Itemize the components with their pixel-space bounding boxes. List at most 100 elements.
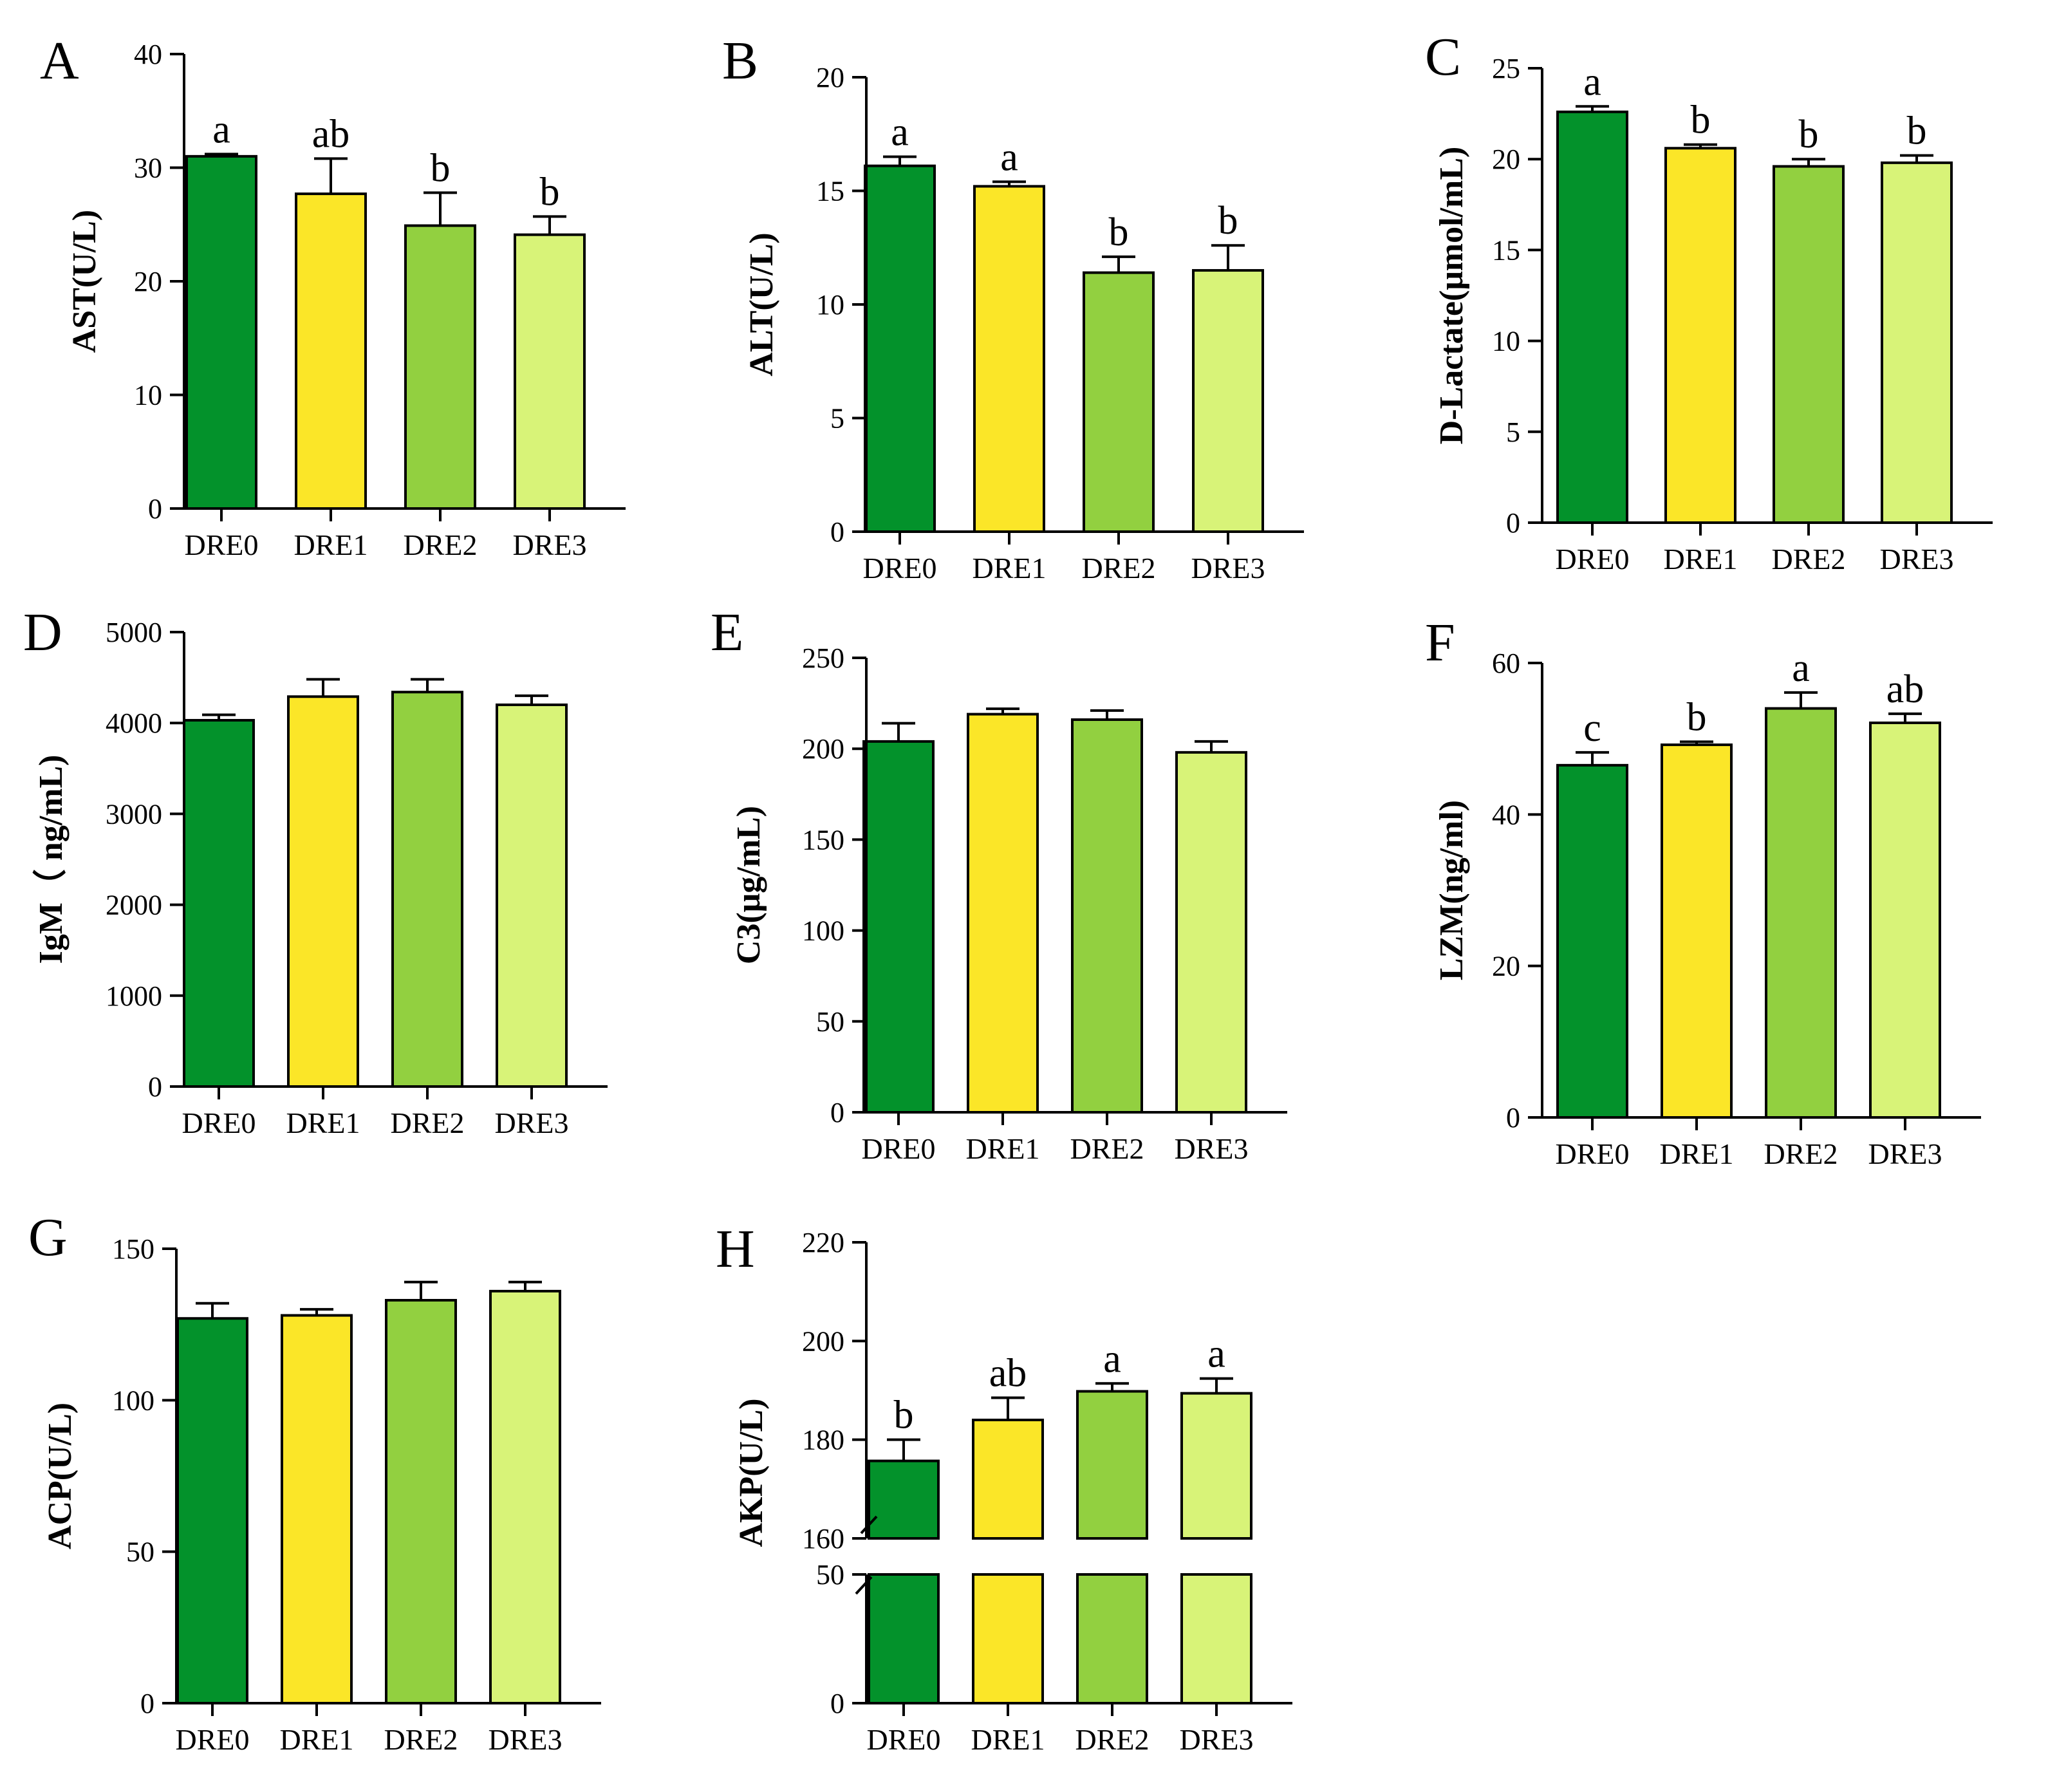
- y-tick-label-E-50: 50: [816, 1006, 844, 1038]
- error-bar-A-DRE1: [314, 157, 348, 194]
- bar-D-DRE3: [496, 703, 568, 1088]
- y-tick-label-A-10: 10: [134, 380, 162, 411]
- bar-C-DRE0: [1556, 110, 1628, 524]
- x-tick-label-A-DRE1: DRE1: [294, 528, 368, 561]
- bar-E-DRE3: [1175, 751, 1247, 1114]
- bar-B-DRE0: [864, 164, 936, 534]
- y-tick-label-A-40: 40: [134, 39, 162, 70]
- bar-C-DRE3: [1881, 161, 1953, 524]
- x-tick-label-D-DRE1: DRE1: [286, 1106, 360, 1139]
- y-tick-label-C-20: 20: [1492, 144, 1520, 175]
- error-bar-E-DRE0: [882, 722, 915, 742]
- significance-letter-H-DRE1: ab: [989, 1352, 1027, 1395]
- error-bar-C-DRE3: [1900, 154, 1933, 163]
- x-tick-label-C-DRE2: DRE2: [1772, 543, 1846, 575]
- error-bar-H-DRE1: [991, 1396, 1025, 1420]
- bar-H-DRE0-lower: [868, 1573, 940, 1704]
- error-bar-H-DRE0: [887, 1438, 920, 1461]
- bar-F-DRE0: [1556, 763, 1628, 1119]
- significance-letter-H-DRE0: b: [894, 1394, 914, 1437]
- y-axis-title-D: IgM（ ng/mL): [32, 754, 70, 964]
- x-tick-label-E-DRE0: DRE0: [862, 1132, 936, 1165]
- bar-H-DRE1-lower: [972, 1573, 1044, 1704]
- y-tick-label-C-0: 0: [1506, 507, 1520, 539]
- significance-letter-B-DRE3: b: [1218, 199, 1238, 243]
- y-tick-label-A-20: 20: [134, 266, 162, 297]
- y-axis-title-F: LZM(ng/ml): [1433, 800, 1470, 980]
- x-tick-label-B-DRE2: DRE2: [1082, 552, 1156, 584]
- error-bar-C-DRE0: [1576, 105, 1609, 112]
- error-bar-H-DRE3: [1200, 1377, 1233, 1394]
- significance-letter-A-DRE2: b: [431, 146, 451, 190]
- y-tick-label-D-0: 0: [148, 1071, 162, 1103]
- x-tick-label-G-DRE3: DRE3: [489, 1723, 563, 1756]
- bar-H-DRE1: [972, 1419, 1044, 1540]
- bar-E-DRE2: [1071, 718, 1143, 1114]
- y-tick-label-G-150: 150: [112, 1233, 154, 1265]
- bar-G-DRE1: [281, 1314, 353, 1704]
- chart-panel-B: a DRE0 a DRE1 b DRE2 b DRE3 0 5 10 15 20 ALT(U/L) B: [722, 31, 1304, 584]
- panel-label-G: G: [28, 1208, 68, 1267]
- y-tick-label-D-5000: 5000: [106, 617, 162, 648]
- error-bar-E-DRE1: [986, 707, 1019, 714]
- bar-F-DRE1: [1661, 743, 1733, 1119]
- bar-G-DRE0: [176, 1317, 248, 1705]
- y-tick-label-D-4000: 4000: [106, 707, 162, 739]
- significance-letter-C-DRE0: a: [1583, 60, 1601, 104]
- error-bar-F-DRE0: [1576, 751, 1609, 765]
- axis-break-mark-H: [855, 1515, 878, 1595]
- error-bar-G-DRE0: [196, 1302, 229, 1319]
- y-tick-label-B-5: 5: [830, 403, 844, 434]
- significance-letter-A-DRE3: b: [540, 170, 560, 214]
- significance-letter-C-DRE1: b: [1691, 98, 1711, 142]
- error-bar-A-DRE2: [424, 191, 457, 226]
- error-bar-A-DRE0: [205, 153, 238, 156]
- chart-panel-E: DRE0 DRE1 DRE2 DRE3 0 50 100 150 200 250 C3(μg/mL)…: [711, 602, 1287, 1165]
- y-tick-label-H-200: 200: [802, 1325, 844, 1357]
- significance-letter-F-DRE1: b: [1687, 695, 1707, 739]
- y-axis-title-C: D-Lactate(μmol/mL): [1433, 147, 1470, 445]
- bar-G-DRE3: [489, 1289, 561, 1704]
- chart-panel-D: DRE0 DRE1 DRE2 DRE3 0 1000 2000 3000 4000 5000 IgM…: [23, 602, 608, 1139]
- y-axis-title-G: ACP(U/L): [42, 1403, 79, 1549]
- x-tick-label-H-DRE0: DRE0: [867, 1723, 941, 1756]
- chart-panel-H: b DRE0 ab DRE1 a DRE2 a DRE3 0 50 160 180 200 220 AKP(…: [716, 1219, 1292, 1756]
- y-tick-label-C-5: 5: [1506, 416, 1520, 448]
- x-tick-label-A-DRE2: DRE2: [404, 528, 478, 561]
- bar-A-DRE0: [185, 154, 257, 510]
- chart-panel-G: DRE0 DRE1 DRE2 DRE3 0 50 100 150 ACP(U/L) G: [28, 1208, 601, 1756]
- bar-A-DRE1: [295, 192, 367, 510]
- y-tick-label-E-250: 250: [802, 642, 844, 674]
- y-axis-title-H: AKP(U/L): [733, 1398, 770, 1547]
- error-bar-C-DRE1: [1684, 143, 1717, 149]
- y-tick-label-C-25: 25: [1492, 53, 1520, 84]
- bar-H-DRE3: [1180, 1392, 1252, 1540]
- bar-D-DRE1: [287, 695, 359, 1088]
- error-bar-E-DRE3: [1195, 740, 1228, 752]
- panel-label-D: D: [23, 602, 62, 662]
- error-bar-F-DRE1: [1680, 740, 1713, 745]
- y-tick-label-A-30: 30: [134, 153, 162, 184]
- y-tick-label-B-20: 20: [816, 62, 844, 93]
- x-tick-label-D-DRE3: DRE3: [495, 1106, 569, 1139]
- significance-letter-F-DRE0: c: [1583, 706, 1601, 750]
- y-tick-label-H-0: 0: [830, 1688, 844, 1719]
- bar-H-DRE2: [1076, 1390, 1148, 1540]
- error-bar-F-DRE2: [1784, 691, 1818, 709]
- y-axis-title-E: C3(μg/mL): [731, 806, 767, 964]
- x-tick-label-F-DRE0: DRE0: [1556, 1137, 1630, 1170]
- x-tick-label-E-DRE1: DRE1: [966, 1132, 1040, 1165]
- bar-B-DRE2: [1083, 271, 1155, 533]
- y-tick-label-H-220: 220: [802, 1227, 844, 1258]
- y-tick-label-F-40: 40: [1492, 799, 1520, 830]
- bar-A-DRE3: [514, 233, 586, 510]
- y-tick-label-D-2000: 2000: [106, 890, 162, 921]
- significance-letter-B-DRE0: a: [891, 111, 909, 154]
- error-bar-D-DRE0: [202, 713, 236, 720]
- x-tick-label-A-DRE3: DRE3: [513, 528, 587, 561]
- bar-H-DRE0: [868, 1459, 940, 1540]
- error-bar-C-DRE2: [1792, 158, 1825, 167]
- bar-B-DRE1: [973, 185, 1045, 533]
- y-tick-label-D-1000: 1000: [106, 980, 162, 1012]
